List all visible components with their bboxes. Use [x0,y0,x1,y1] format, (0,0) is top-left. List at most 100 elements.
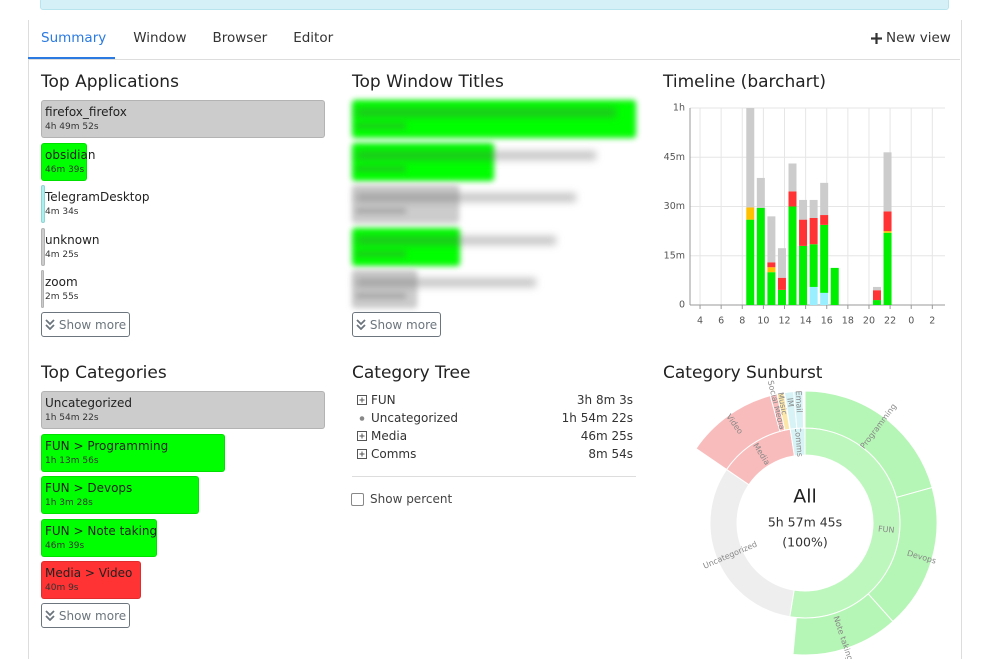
icon [356,319,366,330]
tree-name: Uncategorized [371,411,458,425]
bar-segment [746,108,755,208]
list-item[interactable]: zoom 2m 55s [41,270,325,308]
list-item[interactable]: Uncategorized 1h 54m 22s [41,391,325,429]
x-tick-label: 22 [884,316,896,327]
item-name: FUN > Programming [45,438,169,453]
item-name: Media > Video [45,566,133,580]
bar [41,227,46,266]
blurred-text [356,165,406,172]
bar [41,142,87,181]
tab-underline [28,57,115,59]
tab-bar: Summary Window Browser Editor [41,30,359,55]
bar-segment [883,232,892,305]
list-item[interactable]: unknown 4m 25s [41,227,325,266]
tab[interactable]: Editor [293,30,334,46]
bar-segment [830,267,839,305]
item-name: FUN > Devops [45,481,133,495]
sunburst-label: IM [785,397,795,407]
y-tick-label: 15m [664,250,685,261]
bar-segment [756,177,765,208]
sunburst-center-percent: (100%) [782,535,828,550]
item-duration: 4m 34s [45,207,79,217]
list-item[interactable]: FUN > Programming 1h 13m 56s [41,433,325,472]
tree-duration: 1h 54m 22s [561,411,633,425]
sunburst-outer-arc [793,390,805,429]
list-item[interactable]: Media > Video 40m 9s [41,561,325,599]
tab[interactable]: Browser [212,30,268,46]
tab[interactable]: Window [133,30,187,46]
blurred-text [356,108,616,117]
chevron [45,610,55,617]
bar [41,185,46,223]
x-tick-label: 14 [800,316,812,327]
tree-duration: 3h 8m 3s [576,393,633,407]
tree-row[interactable]: Comms 8m 54s [357,445,633,463]
bar-segment [872,290,881,301]
blurred-text [356,250,406,257]
tree-row[interactable]: Uncategorized 1h 54m 22s [357,409,633,427]
bar-segment [883,152,892,212]
chevron [45,319,55,326]
bar-segment [788,191,797,207]
tree-name: FUN [371,393,396,407]
blurred-text [356,278,536,287]
item-duration: 1h 54m 22s [45,413,99,423]
show-more-button[interactable]: Show more [41,312,130,337]
list-item[interactable] [352,142,636,181]
item-duration: 1h 3m 28s [45,498,93,508]
bar-segment [777,289,786,305]
bar-segment [767,216,776,263]
chevron [45,324,55,330]
bar-segment [883,231,892,233]
sunburst-center-label: All [793,486,817,508]
item-duration: 40m 9s [45,583,79,593]
sunburst-label: FUN [878,524,895,534]
list-item[interactable] [352,100,636,138]
y-tick-label: 30m [664,201,685,212]
list-item[interactable]: firefox_firefox 4h 49m 52s [41,100,325,138]
x-tick-label: 16 [821,316,833,327]
list-item[interactable]: TelegramDesktop 4m 34s [41,185,325,223]
bar-segment [883,211,892,232]
list-item[interactable]: FUN > Devops 1h 3m 28s [41,476,325,514]
section-title: Category Tree [352,363,471,383]
item-duration: 4m 25s [45,249,79,260]
item-name: Uncategorized [45,396,132,410]
bar [352,142,494,181]
bar-segment [799,199,808,220]
tree-duration: 8m 54s [588,447,633,461]
bar [41,270,44,308]
x-tick-label: 10 [757,316,769,327]
bar-segment [767,272,776,305]
icon [357,394,367,405]
show-more-button[interactable]: Show more [352,312,441,337]
new-view-button[interactable]: New view [870,30,951,46]
bar [352,100,636,138]
bar-segment [809,199,818,218]
icon [357,430,367,441]
list-item[interactable]: obsidian 46m 39s [41,142,325,181]
list-item[interactable]: FUN > Note taking 46m 39s [41,518,325,557]
checkbox[interactable] [351,492,364,506]
sunburst-label: Email [794,390,804,413]
list-item[interactable] [352,227,636,266]
expand-box [357,430,367,441]
expand-box [357,394,367,405]
show-more-button[interactable]: Show more [41,603,130,628]
tab[interactable]: Summary [41,30,107,46]
list-item[interactable] [352,270,636,308]
tree-row[interactable]: FUN 3h 8m 3s [357,391,633,409]
y-tick-label: 45m [664,152,685,163]
x-tick-label: 4 [697,316,703,327]
section-title: Timeline (barchart) [663,72,826,92]
sunburst-center-duration: 5h 57m 45s [768,515,842,530]
x-tick-label: 2 [929,316,935,327]
section-title: Top Categories [41,363,167,383]
show-percent-toggle[interactable]: Show percent [351,492,452,506]
list-item[interactable] [352,185,636,223]
blurred-text [356,293,406,299]
icon [357,448,367,459]
tree-row[interactable]: Media 46m 25s [357,427,633,445]
